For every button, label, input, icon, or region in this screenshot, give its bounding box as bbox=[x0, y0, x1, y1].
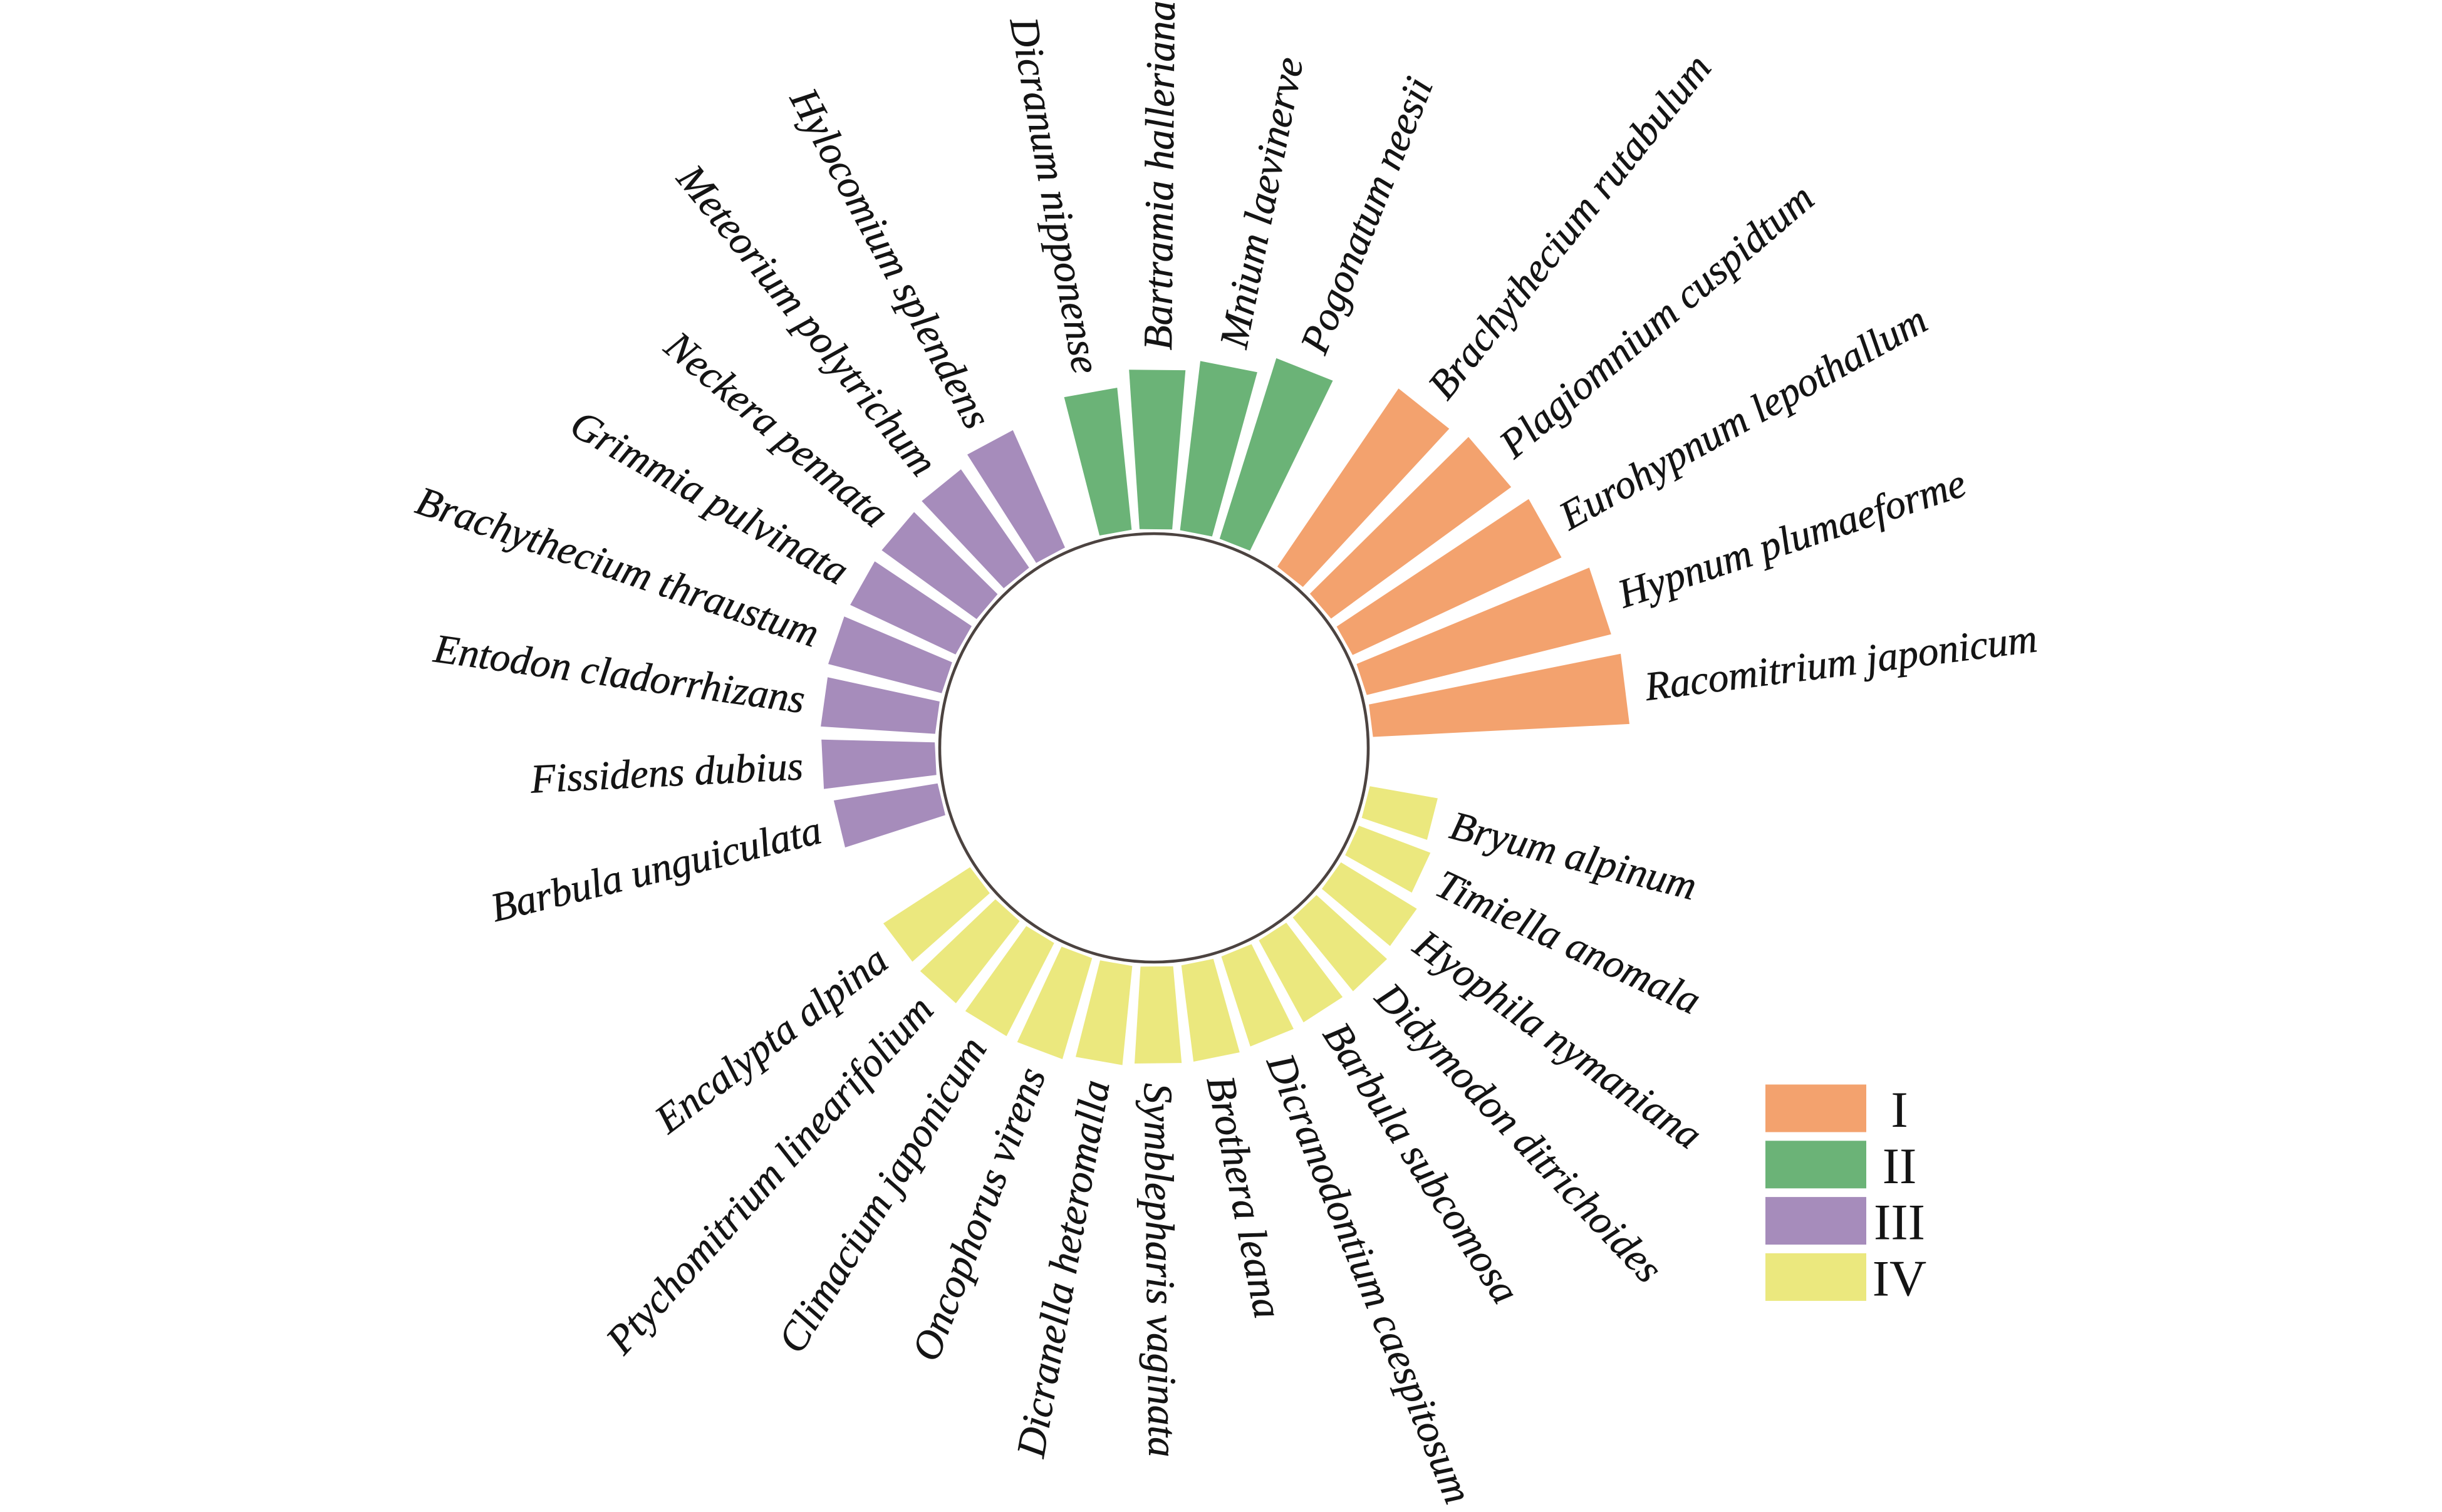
svg-text:I: I bbox=[1891, 1081, 1908, 1138]
svg-text:IV: IV bbox=[1873, 1250, 1927, 1307]
svg-text:III: III bbox=[1874, 1194, 1925, 1251]
svg-text:Symblepharis vaginata: Symblepharis vaginata bbox=[1135, 1083, 1185, 1458]
svg-text:Bartramia halleriana: Bartramia halleriana bbox=[1136, 1, 1184, 351]
svg-text:II: II bbox=[1883, 1137, 1917, 1194]
